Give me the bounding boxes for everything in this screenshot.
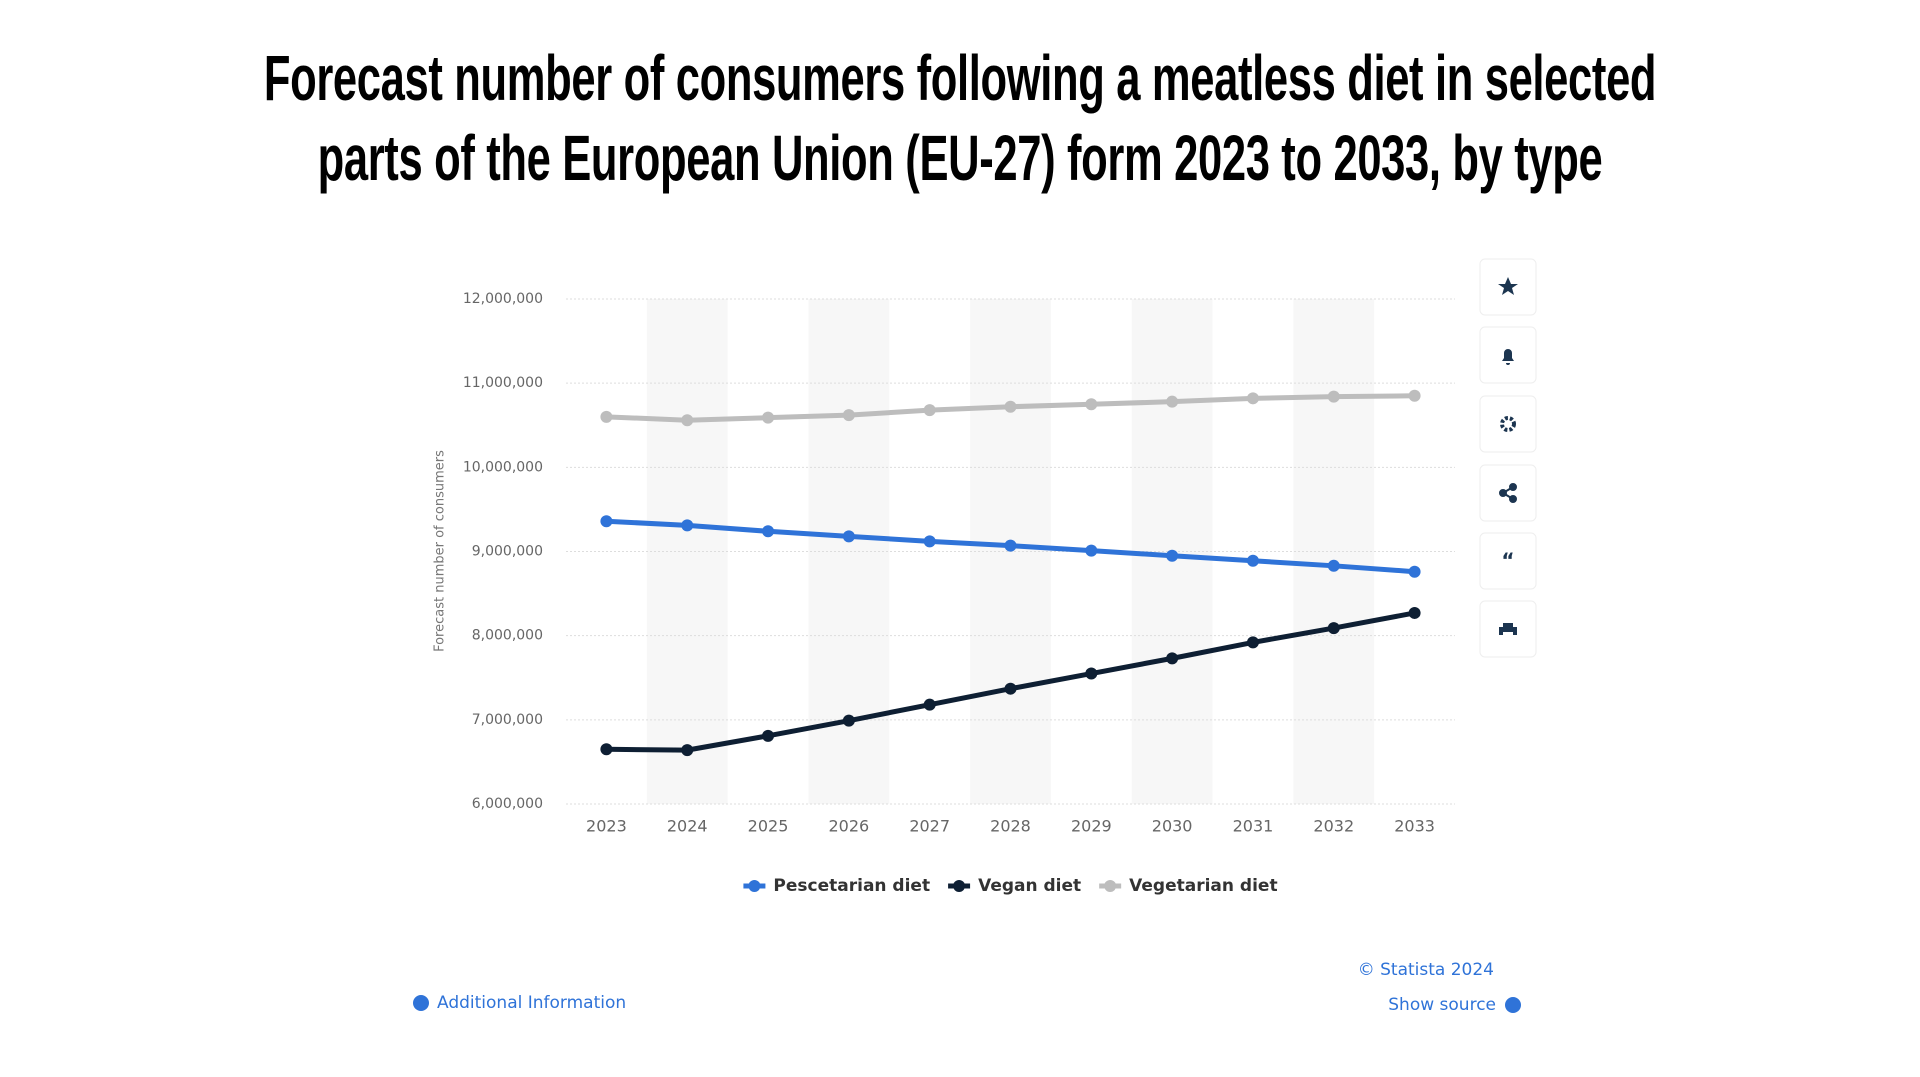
data-point — [1004, 400, 1017, 413]
data-point — [1004, 682, 1017, 695]
legend: Pescetarian diet Vegan diet Vegetarian die… — [743, 876, 1278, 896]
data-point — [762, 411, 775, 424]
data-point — [923, 698, 936, 711]
x-tick-label: 2032 — [1313, 817, 1354, 836]
data-point — [1327, 622, 1340, 635]
cite-button[interactable] — [1479, 532, 1537, 590]
copyright[interactable]: © Statista 2024 — [1358, 960, 1494, 980]
data-point — [842, 409, 855, 422]
additional-information[interactable]: Additional Information — [437, 993, 626, 1013]
info-icon — [1505, 997, 1521, 1013]
star-icon — [1498, 277, 1518, 295]
show-source[interactable]: Show source — [1388, 995, 1496, 1015]
legend-label: Pescetarian diet — [773, 876, 930, 896]
data-point — [1166, 549, 1179, 562]
data-point — [681, 519, 694, 532]
y-tick-label: 6,000,000 — [472, 796, 543, 812]
data-point — [923, 535, 936, 548]
bell-icon — [1502, 349, 1514, 365]
legend-label: Vegan diet — [978, 876, 1081, 896]
data-point — [1085, 667, 1098, 680]
data-point — [600, 743, 613, 756]
data-point — [1246, 554, 1259, 567]
x-tick-label: 2028 — [990, 817, 1031, 836]
x-tick-label: 2023 — [586, 817, 627, 836]
data-point — [762, 525, 775, 538]
share-button[interactable] — [1479, 464, 1537, 522]
legend-swatch — [1104, 880, 1117, 892]
x-tick-label: 2033 — [1394, 817, 1435, 836]
x-tick-label: 2027 — [909, 817, 950, 836]
x-tick-label: 2026 — [829, 817, 870, 836]
y-tick-label: 11,000,000 — [463, 375, 543, 391]
x-tick-label: 2024 — [667, 817, 708, 836]
chart-title: Forecast number of consumers following a… — [263, 42, 1657, 194]
data-point — [600, 515, 613, 528]
quote-icon: “ — [1501, 549, 1514, 573]
y-axis-label: Forecast number of consumers — [433, 450, 448, 652]
data-point — [1246, 392, 1259, 405]
x-tick-label: 2029 — [1071, 817, 1112, 836]
info-icon — [413, 995, 429, 1011]
data-point — [842, 714, 855, 727]
printer-icon — [1499, 623, 1517, 635]
x-tick-label: 2031 — [1233, 817, 1274, 836]
data-point — [1408, 389, 1421, 402]
data-point — [681, 414, 694, 427]
y-tick-label: 9,000,000 — [472, 544, 543, 560]
data-point — [1085, 544, 1098, 557]
share-icon — [1499, 483, 1517, 503]
data-point — [1166, 652, 1179, 665]
settings-button[interactable] — [1479, 395, 1537, 453]
data-point — [1085, 398, 1098, 411]
data-point — [1408, 565, 1421, 578]
y-tick-label: 7,000,000 — [472, 712, 543, 728]
x-tick-label: 2025 — [748, 817, 789, 836]
data-point — [1327, 559, 1340, 572]
y-tick-label: 8,000,000 — [472, 628, 543, 644]
legend-swatch — [953, 880, 966, 892]
data-point — [923, 404, 936, 417]
x-tick-label: 2030 — [1152, 817, 1193, 836]
legend-swatch — [748, 880, 761, 892]
data-point — [600, 410, 613, 423]
data-point — [1166, 395, 1179, 408]
data-point — [1408, 606, 1421, 619]
data-point — [842, 530, 855, 543]
toolbar: “ — [1479, 258, 1537, 658]
data-point — [762, 729, 775, 742]
data-point — [1004, 539, 1017, 552]
data-point — [681, 744, 694, 757]
legend-label: Vegetarian diet — [1129, 876, 1277, 896]
gear-icon — [1500, 416, 1516, 432]
y-tick-label: 10,000,000 — [463, 459, 543, 475]
data-point — [1246, 636, 1259, 649]
data-point — [1327, 390, 1340, 403]
y-tick-label: 12,000,000 — [463, 291, 543, 307]
